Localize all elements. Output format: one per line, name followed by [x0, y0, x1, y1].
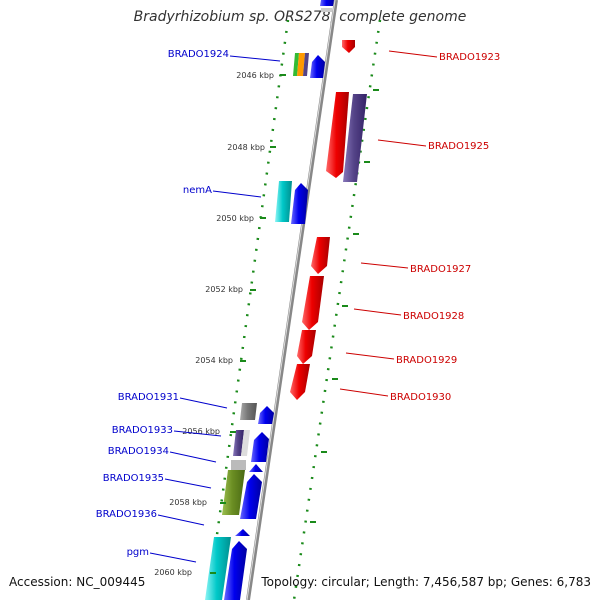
gene-brado1935-forward[interactable]	[240, 474, 262, 519]
gene-brado1930[interactable]	[290, 364, 310, 400]
gene-nema-cog[interactable]	[275, 181, 292, 222]
gene-brado1935-cog[interactable]	[222, 470, 245, 515]
genome-backbone-highlight	[246, 0, 336, 600]
tick-label: 2046 kbp	[236, 71, 274, 80]
gene-top-fragment[interactable]	[320, 0, 334, 6]
label-brado1934[interactable]: BRADO1934	[108, 446, 169, 457]
tick-label: 2050 kbp	[216, 214, 254, 223]
gene-pgm-forward[interactable]	[224, 541, 247, 600]
label-brado1927[interactable]: BRADO1927	[410, 264, 471, 275]
gene-brado1934-forward[interactable]	[249, 464, 263, 472]
outer-tick-marks	[310, 89, 379, 523]
gene-brado1926[interactable]	[343, 94, 367, 182]
label-brado1928[interactable]: BRADO1928	[403, 311, 464, 322]
topology-text: Topology: circular; Length: 7,456,587 bp…	[261, 575, 591, 589]
gene-brado1929[interactable]	[297, 330, 316, 364]
gene-brado1933-forward[interactable]	[251, 432, 269, 462]
gene-brado1927[interactable]	[311, 237, 330, 274]
gene-brado1924-forward[interactable]	[310, 55, 325, 78]
gene-brado1931-forward[interactable]	[258, 406, 274, 424]
label-brado1930[interactable]: BRADO1930	[390, 392, 451, 403]
gene-pgm-cog[interactable]	[205, 537, 231, 600]
gene-brado1931-cog[interactable]	[240, 403, 257, 420]
gene-brado1923[interactable]	[342, 40, 355, 53]
gene-brado1933-cog[interactable]	[233, 430, 244, 456]
label-brado1931[interactable]: BRADO1931	[118, 392, 179, 403]
axis-tick-marks	[210, 74, 286, 574]
genome-backbone	[246, 0, 338, 600]
axis-tick-labels: 2046 kbp 2048 kbp 2050 kbp 2052 kbp 2054…	[154, 71, 274, 577]
gene-nema-forward[interactable]	[291, 183, 308, 224]
label-brado1936[interactable]: BRADO1936	[96, 509, 157, 520]
label-nema[interactable]: nemA	[183, 185, 212, 196]
gene-brado1933-stripe[interactable]	[241, 430, 250, 456]
tick-label: 2060 kbp	[154, 568, 192, 577]
tick-label: 2048 kbp	[227, 143, 265, 152]
label-brado1923[interactable]: BRADO1923	[439, 52, 500, 63]
label-brado1933[interactable]: BRADO1933	[112, 425, 173, 436]
tick-label: 2056 kbp	[182, 427, 220, 436]
label-brado1924[interactable]: BRADO1924	[168, 49, 229, 60]
gene-top-gray-fragment[interactable]	[321, 8, 332, 12]
gene-brado1934-cog[interactable]	[231, 460, 246, 470]
tick-label: 2054 kbp	[195, 356, 233, 365]
label-brado1925[interactable]: BRADO1925	[428, 141, 489, 152]
reverse-gene-labels	[339, 50, 438, 397]
tick-label: 2052 kbp	[205, 285, 243, 294]
gene-brado1925[interactable]	[326, 92, 349, 178]
label-pgm[interactable]: pgm	[127, 547, 149, 558]
accession-text: Accession: NC_009445	[9, 575, 146, 589]
map-title: Bradyrhizobium sp. ORS278, complete geno…	[133, 9, 467, 25]
forward-gene-labels	[149, 55, 281, 563]
label-brado1935[interactable]: BRADO1935	[103, 473, 164, 484]
gene-brado1924-purple[interactable]	[303, 53, 309, 76]
gene-brado1936-forward[interactable]	[235, 529, 250, 536]
label-brado1929[interactable]: BRADO1929	[396, 355, 457, 366]
tick-label: 2058 kbp	[169, 498, 207, 507]
gene-brado1928[interactable]	[302, 276, 324, 330]
gene-brado1924-orange[interactable]	[297, 53, 305, 76]
